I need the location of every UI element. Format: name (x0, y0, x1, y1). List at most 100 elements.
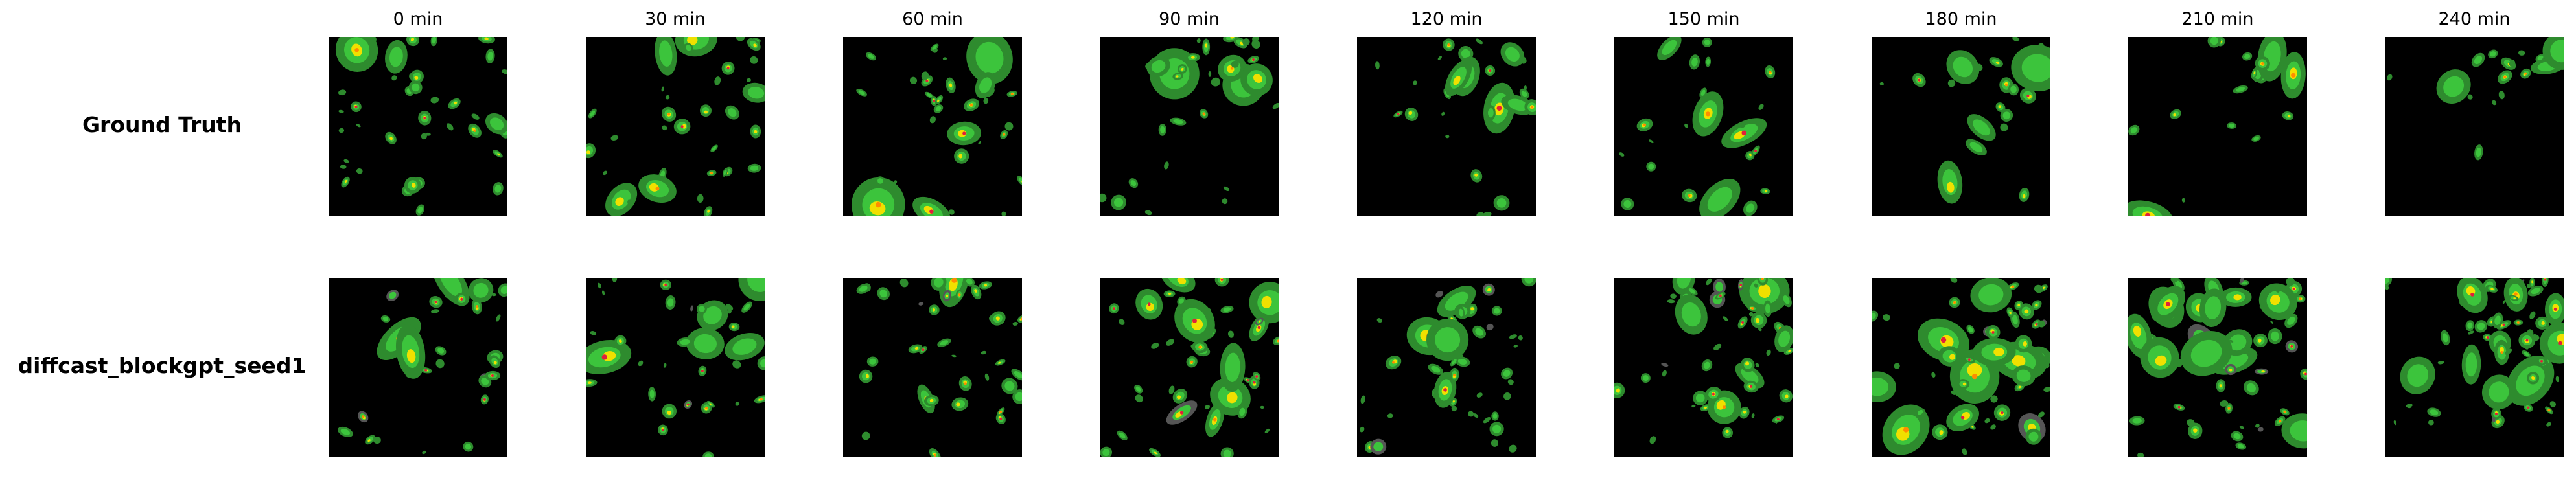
rain-cell (1211, 77, 1221, 87)
rain-cell (2140, 337, 2179, 378)
rain-cell (2000, 123, 2008, 131)
rain-cell (1185, 53, 1200, 62)
rain-cell (2468, 330, 2474, 335)
rain-cell (2491, 407, 2501, 420)
rain-cell (1186, 356, 1198, 368)
rain-cell (954, 148, 969, 164)
rain-cell (677, 337, 693, 347)
rain-cell (1145, 63, 1152, 70)
rain-cell (995, 359, 1006, 366)
rain-cell (2286, 278, 2295, 286)
rain-cell (1684, 123, 1688, 128)
rain-cell (1151, 343, 1159, 349)
rain-cell (2129, 416, 2145, 426)
rain-cell (1164, 161, 1169, 170)
rain-cell (1001, 211, 1006, 216)
rain-cell (425, 132, 431, 136)
rain-cell (2527, 372, 2540, 385)
rain-cell (742, 82, 765, 103)
rain-cell (1947, 79, 1956, 87)
rain-cell (1970, 278, 2012, 313)
rain-cell (1119, 319, 1125, 325)
radar-echo-map (1872, 278, 2050, 455)
rain-cell (1950, 278, 1958, 283)
radar-panel (2128, 37, 2307, 216)
rain-cell (1705, 387, 1722, 402)
rain-cell (463, 441, 474, 452)
rain-cell (2488, 49, 2498, 59)
rain-cell (1491, 306, 1502, 316)
rain-cell (2492, 417, 2496, 423)
rain-cell (493, 182, 504, 196)
rain-cell (2229, 339, 2234, 343)
rain-cell (746, 78, 751, 82)
rain-cell (1437, 56, 1442, 60)
rain-cell (1190, 344, 1196, 349)
rain-cell (725, 105, 739, 120)
rain-cell (732, 360, 741, 369)
radar-panel (843, 278, 1022, 457)
rain-cell (1509, 334, 1517, 339)
rain-cell (448, 98, 461, 109)
rain-cell (638, 174, 677, 203)
rain-cell (1260, 405, 1264, 409)
rain-cell (861, 431, 870, 440)
rain-cell (2025, 428, 2042, 445)
rain-cell (997, 407, 1005, 416)
rain-cell (1721, 118, 1767, 148)
rain-cell (663, 363, 667, 368)
rain-cell (1758, 104, 1764, 110)
rain-cell (484, 370, 501, 381)
rain-cell (1168, 385, 1175, 394)
rain-cell (2509, 60, 2516, 67)
rain-cell (1457, 353, 1464, 360)
rain-cell (1404, 108, 1419, 121)
rain-cell (1693, 391, 1708, 405)
rain-cell (697, 304, 707, 314)
rain-cell (1393, 110, 1403, 118)
rain-cell (690, 305, 693, 312)
rain-cell (1483, 212, 1492, 216)
rain-cell (471, 113, 480, 120)
rain-cell (929, 116, 936, 124)
rain-cell (489, 355, 500, 369)
rain-cell (1963, 356, 1975, 363)
column-title: 240 min (2438, 9, 2511, 29)
radar-panel (1614, 37, 1793, 216)
rain-cell (1445, 60, 1472, 97)
rain-cell (699, 104, 712, 117)
rain-cell (478, 37, 495, 44)
rain-cell (971, 284, 982, 300)
radar-echo-map (1614, 278, 1793, 444)
rain-cell (912, 196, 951, 216)
rain-cell (899, 279, 909, 288)
rain-cell (660, 279, 671, 290)
rain-cell (2502, 300, 2505, 304)
rain-cell (929, 304, 940, 315)
rain-cell (1360, 395, 1365, 404)
rain-cell (1513, 345, 1518, 348)
column-title: 0 min (393, 9, 443, 29)
rain-cell (2441, 330, 2450, 346)
rain-cell (1370, 438, 1387, 455)
radar-panel (843, 37, 1022, 216)
rain-cell (1967, 114, 1996, 141)
rain-cell (358, 411, 369, 423)
rain-cell (2012, 37, 2019, 41)
rain-cell (1735, 363, 1765, 389)
rain-cell (721, 62, 735, 75)
rain-cell (2492, 312, 2503, 328)
rain-cell (1146, 56, 1170, 77)
rain-cell (1208, 71, 1212, 77)
rain-cell (2170, 278, 2179, 283)
rain-cell (1435, 291, 1443, 298)
rain-cell (1649, 139, 1654, 144)
rain-cell (876, 176, 885, 186)
rain-cell (2034, 284, 2043, 293)
rain-cell (1100, 446, 1113, 457)
rain-cell (937, 338, 951, 347)
rain-cell (1894, 363, 1900, 369)
rain-cell (1692, 91, 1724, 137)
rain-cell (1387, 413, 1393, 418)
column-title: 90 min (1159, 9, 1220, 29)
